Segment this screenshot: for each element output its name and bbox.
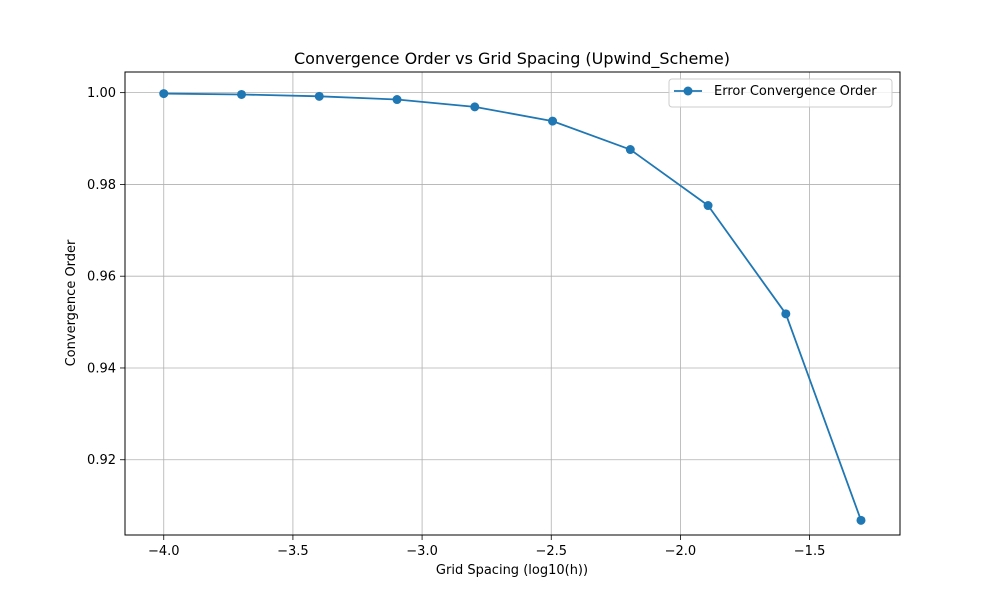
legend-box [668, 78, 893, 108]
y-tick-label: 0.98 [87, 178, 116, 193]
y-tick-label: 0.94 [87, 361, 116, 376]
data-point [703, 201, 713, 211]
y-tick-label: 0.92 [87, 453, 116, 468]
grid-lines [125, 72, 900, 535]
x-axis-label: Grid Spacing (log10(h)) [436, 563, 588, 578]
y-tick-label: 0.96 [87, 270, 116, 285]
x-tick-label: −4.0 [148, 544, 180, 559]
series-line [163, 92, 862, 521]
legend-marker-swatch [683, 86, 693, 96]
x-tick-label: −3.0 [406, 544, 438, 559]
x-tick-label: −1.5 [794, 544, 826, 559]
y-tick-label: 1.00 [87, 86, 116, 101]
data-point [548, 116, 558, 126]
x-tick-label: −3.5 [277, 544, 309, 559]
data-point [625, 145, 635, 155]
plot-frame [124, 71, 901, 536]
data-point [392, 95, 402, 105]
data-point [314, 91, 324, 101]
x-tick-label: −2.5 [535, 544, 567, 559]
data-point [781, 309, 791, 319]
x-ticks: −4.0 −3.5 −3.0 −2.5 −2.0 −1.5 [148, 535, 825, 559]
y-ticks: 0.92 0.94 0.96 0.98 1.00 [87, 86, 125, 468]
legend-label: Error Convergence Order [714, 84, 877, 99]
y-axis-label: Convergence Order [64, 239, 79, 366]
chart-title: Convergence Order vs Grid Spacing (Upwin… [294, 49, 730, 69]
data-point [856, 515, 866, 525]
data-point [237, 89, 247, 99]
legend: Error Convergence Order [668, 78, 893, 108]
series-layer [159, 89, 866, 525]
data-point [159, 89, 169, 99]
x-tick-label: −2.0 [665, 544, 697, 559]
data-point [470, 102, 480, 112]
